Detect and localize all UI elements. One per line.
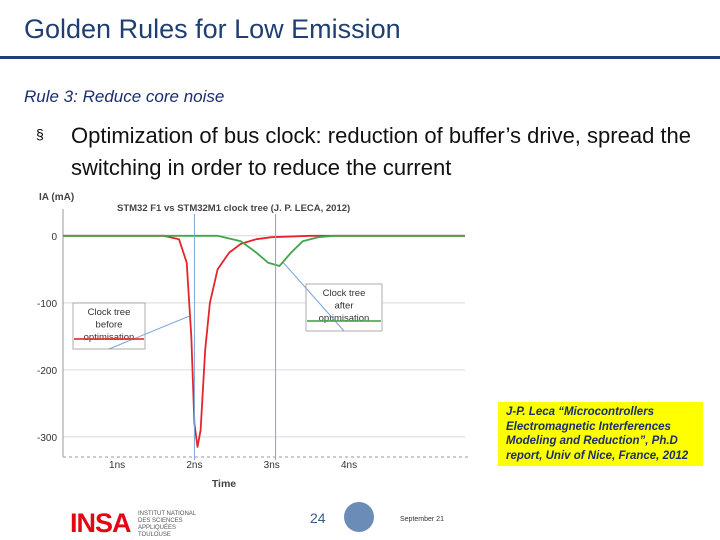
annotation-after-line: after xyxy=(334,301,353,312)
bullet-marker: § xyxy=(36,126,44,142)
bullet-text: Optimization of bus clock: reduction of … xyxy=(71,123,691,180)
series-line-after xyxy=(63,234,465,267)
annotation-after-arrow xyxy=(282,262,345,332)
x-axis-label: Time xyxy=(212,478,236,490)
annotation-before-line: optimisation xyxy=(84,332,135,343)
y-tick-label: 0 xyxy=(51,232,57,243)
y-tick-label: -300 xyxy=(37,433,57,444)
chart-title: STM32 F1 vs STM32M1 clock tree (J. P. LE… xyxy=(117,203,350,214)
y-tick-label: -100 xyxy=(37,299,57,310)
annotation-after-line: optimisation xyxy=(319,313,370,324)
slide-subtitle: Rule 3: Reduce core noise xyxy=(24,87,225,106)
annotation-before-line: before xyxy=(96,320,123,331)
annotation-before-underline xyxy=(74,338,144,340)
series-line-before xyxy=(63,234,465,448)
x-tick-label: 1ns xyxy=(109,460,125,471)
annotation-after-box xyxy=(305,283,383,332)
current-chart: 0 -100 -200 -300 1ns 2ns 3ns 4ns IA (mA) Time STM3… xyxy=(37,192,470,490)
page-number: 24 xyxy=(310,510,326,526)
title-divider xyxy=(0,56,720,59)
x-tick-label: 2ns xyxy=(186,460,202,471)
annotation-before-box xyxy=(72,302,146,350)
annotation-after-line: Clock tree xyxy=(323,288,366,299)
y-tick-label: -200 xyxy=(37,366,57,377)
x-tick-label: 4ns xyxy=(341,460,357,471)
annotation-after-underline xyxy=(307,320,381,322)
insa-logo: INSA xyxy=(70,508,132,538)
y-axis-label: IA (mA) xyxy=(39,192,74,203)
footer-date: September 21 xyxy=(400,516,444,523)
insa-logo-subtext: INSTITUT NATIONAL DES SCIENCES APPLIQUÉE… xyxy=(138,511,196,538)
annotation-before-line: Clock tree xyxy=(88,307,131,318)
citation-box: J-P. Leca “Microcontrollers Electromagne… xyxy=(498,402,703,466)
x-tick-label: 3ns xyxy=(264,460,280,471)
page-circle-decoration xyxy=(344,502,374,532)
slide-title: Golden Rules for Low Emission xyxy=(24,14,401,44)
annotation-before-arrow xyxy=(108,315,190,350)
